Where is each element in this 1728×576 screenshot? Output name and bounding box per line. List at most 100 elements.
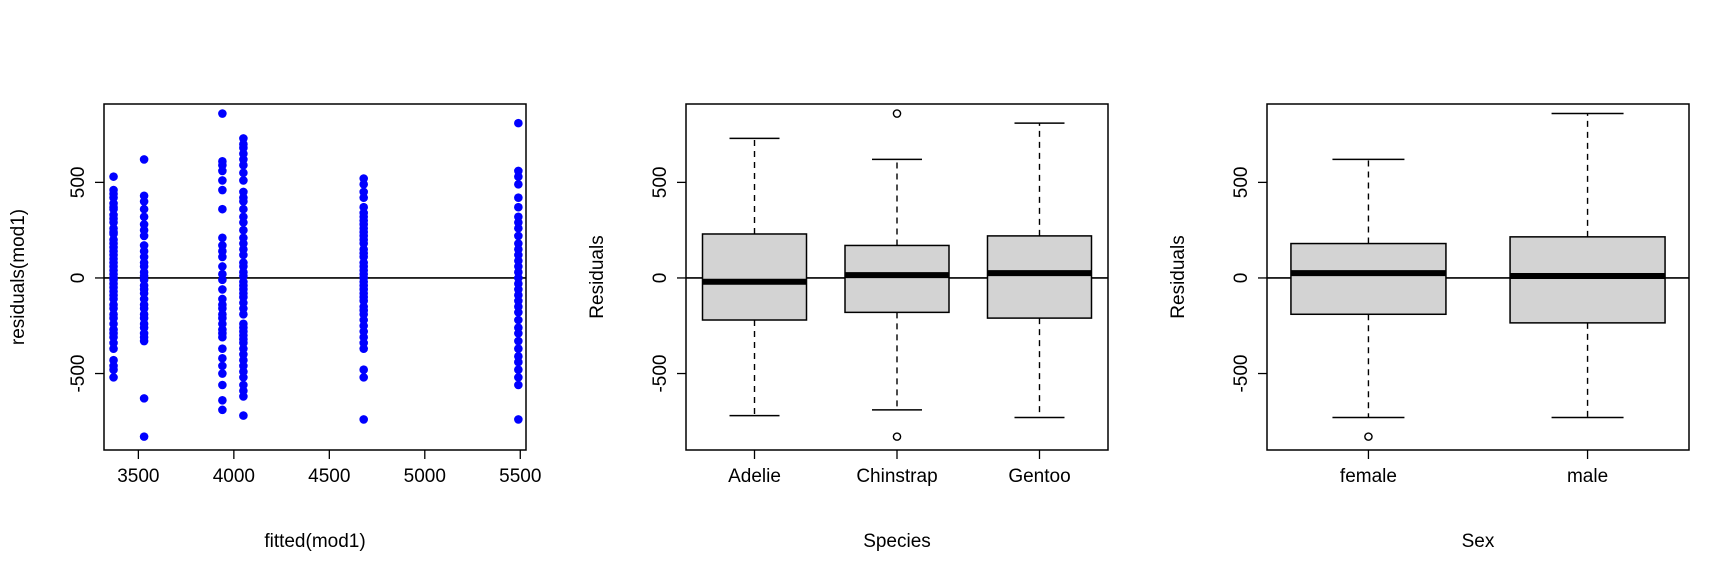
scatter-point [139, 432, 149, 441]
box [701, 233, 808, 321]
scatter-point [514, 172, 523, 181]
boxplot-panel-species: Adelie Chinstrap Gentoo -500 0 500 Species R… [587, 103, 1109, 552]
scatter-point [218, 353, 227, 363]
scatter-point [239, 373, 248, 382]
outlier-point [1364, 432, 1373, 441]
x-axis-title: Species [863, 531, 931, 552]
scatter-point [218, 275, 227, 285]
scatter-point [109, 373, 118, 382]
scatter-point [218, 344, 227, 353]
y-tick-label: 500 [650, 167, 671, 199]
y-tick-label: 0 [68, 273, 89, 284]
x-axis-title: fitted(mod1) [264, 531, 365, 552]
boxplot-panel-sex: female male -500 0 500 Sex Residuals [1168, 103, 1690, 552]
scatter-point [239, 176, 248, 185]
scatter-point [514, 231, 523, 241]
scatter-point [239, 309, 248, 319]
x-tick-label: 5500 [499, 466, 541, 487]
scatter-point [514, 357, 523, 367]
scatter-point [109, 344, 118, 353]
scatter-point [218, 204, 227, 214]
outlier-point [892, 109, 902, 118]
scatter-point [218, 380, 227, 390]
box [844, 244, 950, 314]
scatter-point [218, 369, 227, 378]
scatter-point [139, 336, 149, 346]
plot-frame [1266, 103, 1690, 451]
scatter-point [514, 329, 523, 338]
x-tick-label: 3500 [117, 466, 159, 487]
x-tick-label: female [1340, 466, 1397, 487]
scatter-point [359, 193, 368, 202]
scatter-point [218, 332, 227, 342]
outlier-point [892, 432, 902, 441]
scatter-point [218, 176, 227, 185]
scatter-point [218, 233, 227, 243]
x-tick-label: Adelie [728, 466, 781, 487]
scatter-point [239, 225, 248, 235]
x-tick-label: Gentoo [1008, 466, 1070, 487]
scatter-points [104, 109, 526, 441]
scatter-point [239, 160, 248, 170]
scatter-point [139, 155, 149, 164]
y-tick-label: 500 [68, 167, 89, 199]
box [1509, 236, 1666, 324]
x-axis: female male [1340, 450, 1608, 487]
scatter-point [359, 179, 368, 189]
x-tick-label: Chinstrap [856, 466, 937, 487]
scatter-point [239, 168, 248, 178]
scatter-point [514, 380, 523, 390]
scatter-point [239, 392, 248, 401]
box [1290, 242, 1447, 316]
scatter-point [139, 197, 149, 206]
y-tick-label: 0 [650, 273, 671, 284]
scatter-point [514, 308, 523, 317]
scatter-panel-residuals-vs-fitted: 3500 4000 4500 5000 5500 -500 0 500 fitted(mod… [8, 103, 541, 552]
scatter-point [514, 202, 523, 212]
scatter-point [218, 395, 227, 405]
box [986, 235, 1093, 319]
scatter-point [514, 223, 523, 233]
plot-frame [103, 103, 527, 451]
x-tick-label: male [1567, 466, 1608, 487]
scatter-point [139, 394, 149, 403]
scatter-point [218, 252, 227, 262]
y-tick-label: 500 [1231, 167, 1252, 199]
scatter-point [139, 212, 149, 222]
scatter-point [514, 344, 523, 353]
scatter-point [239, 197, 248, 206]
x-tick-label: 4500 [308, 466, 350, 487]
scatter-point [109, 172, 118, 181]
scatter-point [359, 373, 368, 382]
scatter-point [514, 415, 523, 424]
y-axis: -500 0 500 [68, 167, 104, 393]
scatter-point [359, 344, 368, 353]
scatter-point [218, 262, 227, 271]
x-axis: Adelie Chinstrap Gentoo [728, 450, 1071, 487]
scatter-point [218, 166, 227, 176]
x-axis-title: Sex [1462, 531, 1495, 552]
scatter-point [514, 118, 523, 128]
x-tick-label: 4000 [213, 466, 255, 487]
y-tick-label: 0 [1231, 273, 1252, 284]
scatter-point [514, 336, 523, 346]
scatter-point [514, 179, 523, 189]
scatter-point [139, 231, 149, 241]
y-axis-title: Residuals [1168, 235, 1189, 318]
scatter-point [239, 250, 248, 260]
scatter-point [139, 204, 149, 214]
scatter-point [514, 315, 523, 325]
y-tick-label: -500 [650, 355, 671, 393]
scatter-point [218, 109, 227, 118]
scatter-point [359, 415, 368, 424]
scatter-point [239, 204, 248, 214]
boxplots [686, 109, 1108, 441]
scatter-point [514, 193, 523, 202]
scatter-point [218, 361, 227, 371]
scatter-point [218, 185, 227, 195]
scatter-point [514, 373, 523, 382]
scatter-point [109, 365, 118, 375]
scatter-point [239, 411, 248, 420]
y-axis-title: residuals(mod1) [8, 209, 29, 345]
